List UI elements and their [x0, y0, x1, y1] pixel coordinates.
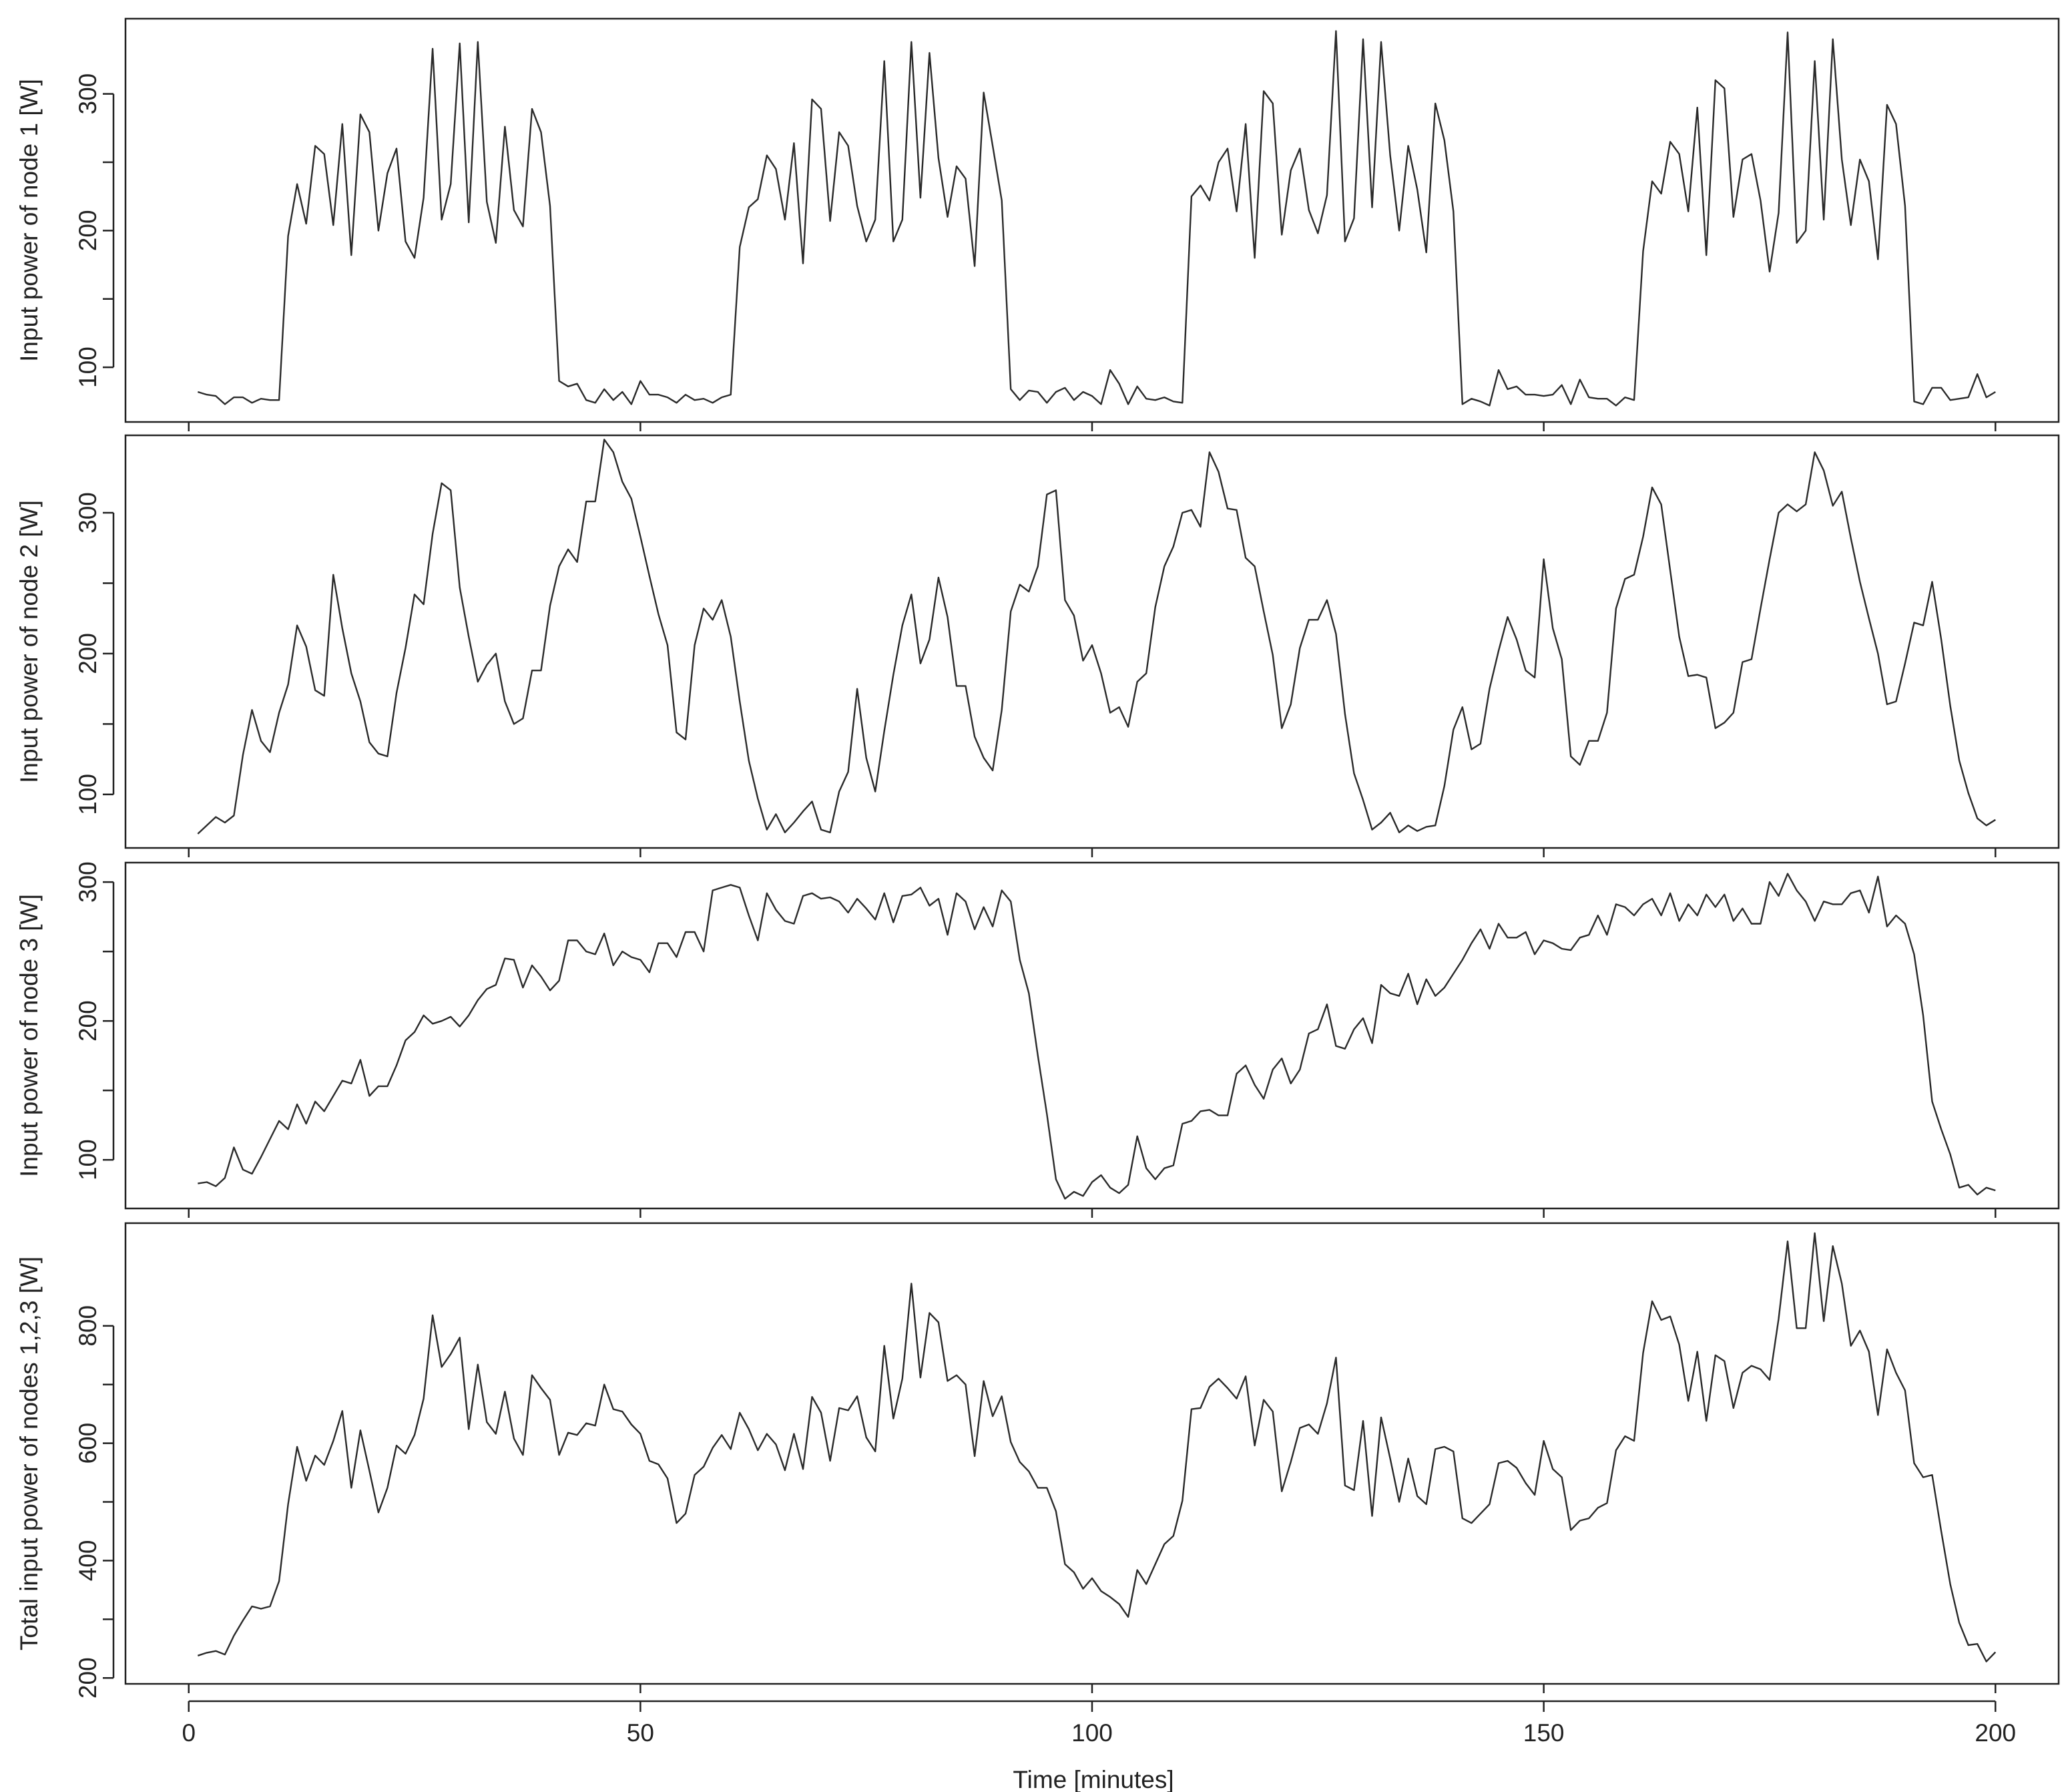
y-tick-label: 100	[74, 347, 101, 388]
series-line	[198, 873, 1996, 1200]
y-axis-label: Input power of node 2 [W]	[15, 500, 43, 783]
y-axis-label: Input power of node 1 [W]	[15, 79, 43, 362]
series-line	[197, 439, 1996, 835]
plot-frame	[124, 1222, 2060, 1685]
y-tick-label: 100	[74, 774, 101, 815]
x-axis-label: Time [minutes]	[1013, 1766, 1174, 1792]
plot-frame	[124, 17, 2060, 423]
panel-2: 100 200 300 Input power of node 2 [W]	[15, 434, 2060, 857]
y-tick-label: 300	[74, 492, 101, 533]
y-tick-label: 200	[74, 1000, 101, 1042]
y-axis-label: Input power of node 3 [W]	[15, 894, 43, 1177]
series-line	[197, 30, 1996, 407]
x-tick-label: 200	[1975, 1719, 2016, 1747]
y-tick-label: 300	[74, 861, 101, 903]
x-tick-label: 0	[182, 1719, 196, 1747]
x-tick-label: 50	[627, 1719, 654, 1747]
panel-4: 200 400 600 800 Total input power of nodes 1…	[15, 1222, 2060, 1792]
x-tick-label: 100	[1071, 1719, 1113, 1747]
panel-1: 100 200 300 Input power of node 1 [W]	[15, 17, 2060, 431]
y-tick-label: 100	[74, 1139, 101, 1180]
y-tick-label: 800	[74, 1305, 101, 1347]
y-tick-label: 200	[74, 1657, 101, 1699]
y-tick-label: 300	[74, 73, 101, 115]
plot-frame	[124, 434, 2060, 849]
y-tick-label: 400	[74, 1540, 101, 1582]
panel-3: 100 200 300 Input power of node 3 [W]	[15, 861, 2060, 1218]
plot-frame	[124, 861, 2060, 1210]
series-line	[197, 1232, 1997, 1662]
y-tick-label: 200	[74, 210, 101, 251]
y-tick-label: 200	[74, 633, 101, 674]
x-tick-label: 150	[1523, 1719, 1565, 1747]
y-axis-label: Total input power of nodes 1,2,3 [W]	[15, 1257, 43, 1650]
y-tick-label: 600	[74, 1423, 101, 1464]
